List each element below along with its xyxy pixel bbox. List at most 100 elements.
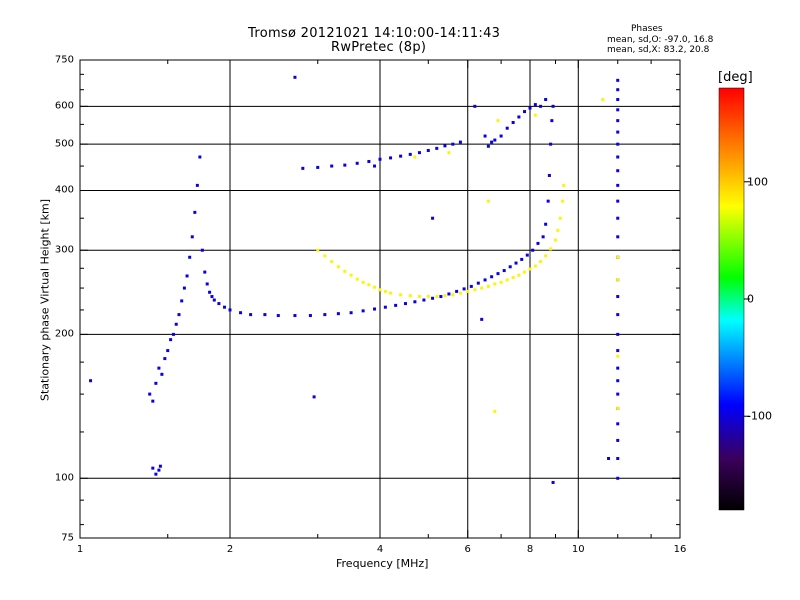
echo-point-o — [616, 108, 620, 112]
echo-point-o — [249, 313, 253, 317]
echo-point-x — [316, 248, 320, 252]
echo-point-o — [439, 295, 443, 299]
echo-point-o — [616, 216, 620, 220]
echo-point-o — [616, 169, 620, 173]
echo-point-o — [151, 399, 155, 403]
stats-o: mean, sd,O: -97.0, 16.8 — [607, 35, 714, 45]
x-tick-label: 8 — [526, 544, 534, 555]
echo-point-o — [373, 164, 377, 168]
colorbar-tick-label: 100 — [747, 175, 768, 189]
echo-point-o — [531, 248, 535, 252]
x-tick-label: 6 — [464, 544, 471, 555]
echo-point-x — [539, 260, 543, 264]
echo-point-o — [239, 311, 243, 315]
echo-point-o — [378, 157, 382, 161]
echo-point-x — [361, 280, 365, 284]
echo-point-x — [493, 409, 497, 413]
echo-point-o — [293, 75, 297, 79]
echo-point-o — [451, 142, 455, 146]
echo-point-o — [536, 241, 540, 245]
echo-point-x — [496, 119, 500, 123]
echo-point-o — [413, 300, 417, 304]
echo-point-o — [616, 349, 620, 353]
echo-point-o — [361, 309, 365, 313]
echo-point-o — [169, 338, 173, 342]
echo-point-x — [616, 354, 620, 358]
echo-point-x — [417, 295, 421, 299]
y-tick-label: 750 — [54, 54, 74, 66]
echo-point-o — [158, 464, 162, 468]
echo-point-o — [188, 255, 192, 259]
echo-point-o — [505, 126, 509, 130]
colorbar-ticks — [744, 181, 750, 417]
echo-point-o — [528, 106, 532, 110]
y-tick-label: 500 — [54, 138, 74, 150]
echo-point-o — [525, 253, 529, 257]
echo-point-o — [394, 303, 398, 307]
echo-point-x — [480, 286, 484, 290]
echo-point-x — [523, 270, 527, 274]
echo-point-o — [336, 312, 340, 316]
echo-point-o — [616, 88, 620, 92]
x-tick-label: 4 — [376, 544, 384, 555]
echo-point-x — [561, 199, 565, 203]
y-axis-label: Stationary phase Virtual Height [km] — [38, 198, 52, 402]
echo-point-o — [148, 392, 152, 396]
echo-point-o — [151, 466, 155, 470]
echo-point-x — [556, 228, 560, 232]
echo-point-o — [154, 381, 158, 385]
echo-point-o — [616, 456, 620, 460]
echo-point-o — [616, 476, 620, 480]
echo-point-o — [426, 148, 430, 152]
echo-point-x — [616, 255, 620, 259]
echo-point-o — [551, 104, 555, 108]
y-tick-label: 600 — [54, 100, 74, 112]
y-tick-label: 200 — [54, 328, 74, 340]
echo-point-o — [182, 286, 186, 290]
echo-point-x — [373, 285, 377, 289]
echo-point-x — [544, 254, 548, 258]
colorbar-tick-label: 0 — [747, 292, 754, 306]
echo-point-o — [301, 166, 305, 170]
echo-point-o — [383, 305, 387, 309]
echo-point-o — [193, 210, 197, 214]
stats-x: mean, sd,X: 83.2, 20.8 — [607, 45, 710, 55]
y-tick-label: 100 — [54, 472, 74, 484]
echo-point-o — [616, 78, 620, 82]
echo-point-o — [200, 248, 204, 252]
colorbar-label: [deg] — [718, 70, 753, 85]
echo-point-o — [462, 287, 466, 291]
echo-point-x — [528, 267, 532, 271]
echo-point-o — [349, 311, 353, 315]
colorbar — [718, 87, 745, 511]
echo-point-x — [493, 282, 497, 286]
echo-point-o — [180, 299, 184, 303]
echo-point-o — [263, 313, 267, 317]
echo-points — [89, 75, 620, 484]
echo-point-o — [198, 155, 202, 159]
echo-point-o — [389, 156, 393, 160]
echo-point-o — [195, 183, 199, 187]
echo-point-o — [212, 298, 216, 302]
echo-point-x — [367, 283, 371, 287]
echo-point-o — [160, 372, 164, 376]
echo-point-o — [544, 222, 548, 226]
echo-point-o — [616, 422, 620, 426]
echo-point-x — [413, 155, 417, 159]
echo-point-o — [89, 379, 93, 383]
echo-point-o — [616, 438, 620, 442]
echo-point-o — [616, 295, 620, 299]
echo-point-o — [163, 357, 167, 361]
echo-point-o — [343, 163, 347, 167]
echo-point-o — [403, 302, 407, 306]
echo-point-o — [399, 154, 403, 158]
echo-point-o — [330, 164, 334, 168]
echo-point-x — [349, 273, 353, 277]
echo-point-o — [499, 134, 503, 138]
echo-point-o — [431, 216, 435, 220]
echo-point-o — [458, 140, 462, 144]
echo-point-o — [171, 332, 175, 336]
echo-point-x — [355, 277, 359, 281]
echo-point-x — [601, 98, 605, 102]
echo-point-o — [549, 142, 553, 146]
